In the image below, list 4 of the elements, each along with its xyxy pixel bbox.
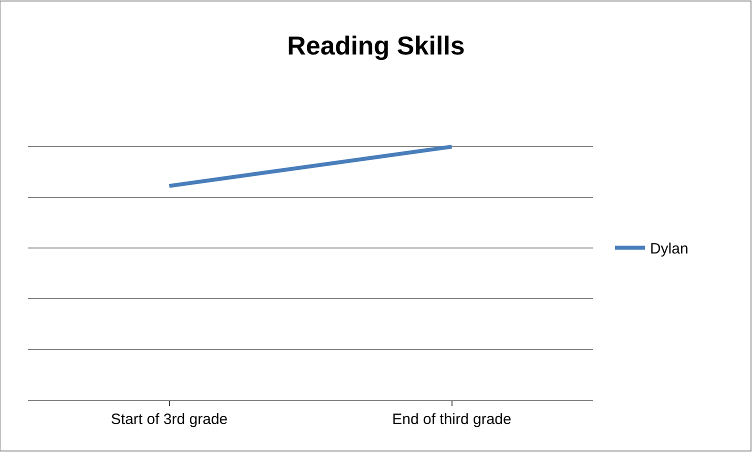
x-tick-label: End of third grade xyxy=(392,411,512,428)
chart-title: Reading Skills xyxy=(287,30,465,60)
legend-label: Dylan xyxy=(650,240,688,258)
x-tick-label: Start of 3rd grade xyxy=(110,411,228,428)
